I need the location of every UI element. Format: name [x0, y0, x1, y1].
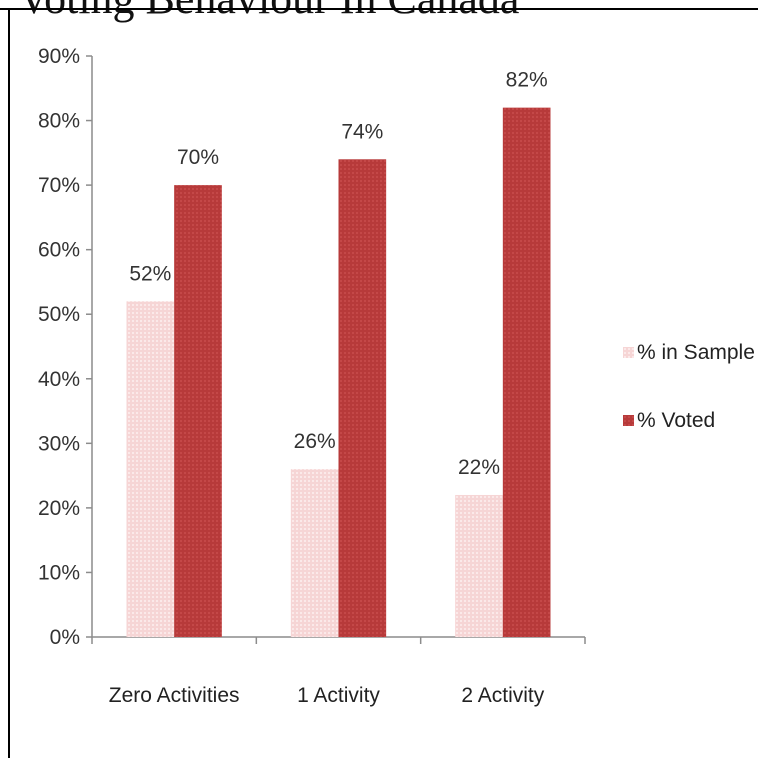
data-label: 82%	[506, 69, 548, 92]
x-category-label: Zero Activities	[109, 684, 240, 707]
bar	[338, 159, 387, 638]
legend-swatch	[623, 415, 634, 426]
y-tick-label: 50%	[38, 303, 80, 326]
bar	[174, 185, 222, 637]
data-label: 26%	[294, 430, 336, 453]
y-axis: 0% 10% 20% 30% 40% 50% 60% 70% 80% 90%	[38, 45, 93, 649]
data-label: 74%	[341, 120, 383, 143]
y-tick-label: 40%	[38, 368, 80, 391]
legend-swatch	[623, 347, 634, 358]
x-axis: Zero Activities 1 Activity 2 Activity	[91, 636, 586, 707]
legend: % in Sample % Voted	[623, 341, 755, 432]
y-tick-label: 20%	[38, 497, 80, 520]
data-label: 52%	[129, 262, 171, 285]
data-label: 70%	[177, 146, 219, 169]
x-category-label: 1 Activity	[297, 684, 380, 707]
y-tick-label: 0%	[50, 626, 80, 649]
legend-label: % in Sample	[637, 341, 755, 364]
y-tick-label: 30%	[38, 432, 80, 455]
y-tick-label: 80%	[38, 110, 80, 133]
x-category-label: 2 Activity	[461, 684, 544, 707]
bar	[455, 494, 503, 637]
chart-title: Voting Behaviour In Canada	[18, 0, 519, 24]
y-tick-label: 70%	[38, 174, 80, 197]
y-tick-label: 60%	[38, 239, 80, 262]
y-tick-label: 90%	[38, 45, 80, 68]
bars: 52% 70% 26% 74% 22% 82%	[126, 69, 551, 638]
data-label: 22%	[458, 456, 500, 479]
bar	[126, 301, 175, 637]
y-tick-label: 10%	[38, 561, 80, 584]
bar	[290, 469, 339, 637]
legend-label: % Voted	[637, 409, 715, 432]
bar	[502, 107, 551, 637]
